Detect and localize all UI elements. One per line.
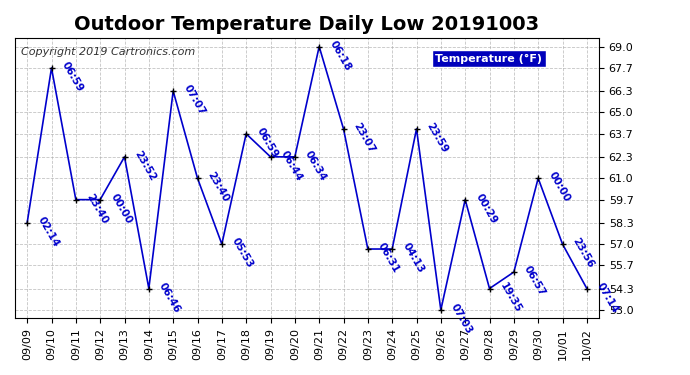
Text: 23:56: 23:56 xyxy=(571,236,596,270)
Text: 00:00: 00:00 xyxy=(546,171,572,204)
Text: 07:07: 07:07 xyxy=(181,83,207,117)
Text: 07:03: 07:03 xyxy=(449,302,475,336)
Text: Temperature (°F): Temperature (°F) xyxy=(435,54,542,64)
Text: Copyright 2019 Cartronics.com: Copyright 2019 Cartronics.com xyxy=(21,47,195,57)
Text: 06:18: 06:18 xyxy=(328,39,353,72)
Text: 05:53: 05:53 xyxy=(230,236,255,270)
Text: 06:44: 06:44 xyxy=(279,149,304,183)
Text: 23:52: 23:52 xyxy=(133,149,158,183)
Text: 23:40: 23:40 xyxy=(206,171,231,204)
Text: 06:57: 06:57 xyxy=(522,264,547,298)
Text: 06:46: 06:46 xyxy=(157,281,182,315)
Title: Outdoor Temperature Daily Low 20191003: Outdoor Temperature Daily Low 20191003 xyxy=(75,15,540,34)
Text: 00:29: 00:29 xyxy=(473,192,499,225)
Text: 06:59: 06:59 xyxy=(255,126,279,160)
Text: 06:59: 06:59 xyxy=(60,60,85,94)
Text: 06:34: 06:34 xyxy=(303,149,328,183)
Text: 00:00: 00:00 xyxy=(108,192,134,225)
Text: 06:31: 06:31 xyxy=(376,241,402,275)
Text: 23:07: 23:07 xyxy=(352,121,377,155)
Text: 23:59: 23:59 xyxy=(425,121,450,154)
Text: 23:40: 23:40 xyxy=(84,192,110,226)
Text: 04:13: 04:13 xyxy=(400,241,426,275)
Text: 07:14: 07:14 xyxy=(595,281,620,315)
Text: 02:14: 02:14 xyxy=(35,215,61,249)
Text: 19:35: 19:35 xyxy=(498,281,523,314)
